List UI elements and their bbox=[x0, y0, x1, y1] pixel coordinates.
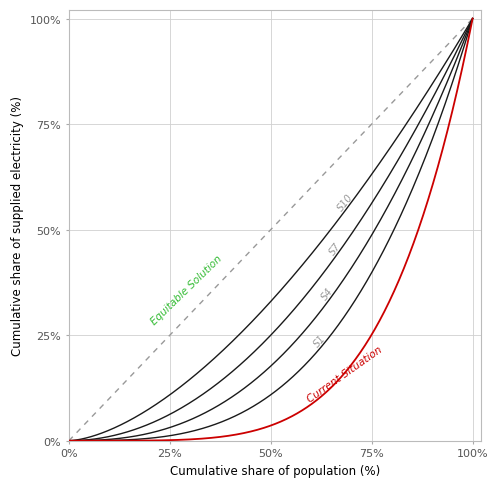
Text: S1: S1 bbox=[312, 333, 328, 349]
X-axis label: Cumulative share of population (%): Cumulative share of population (%) bbox=[170, 464, 380, 477]
Text: Current Situation: Current Situation bbox=[306, 345, 384, 404]
Text: Equitable Solution: Equitable Solution bbox=[149, 253, 224, 326]
Text: S10: S10 bbox=[336, 192, 355, 213]
Y-axis label: Cumulative share of supplied electricity (%): Cumulative share of supplied electricity… bbox=[11, 96, 24, 356]
Text: S4: S4 bbox=[320, 286, 336, 302]
Text: S7: S7 bbox=[328, 241, 344, 257]
